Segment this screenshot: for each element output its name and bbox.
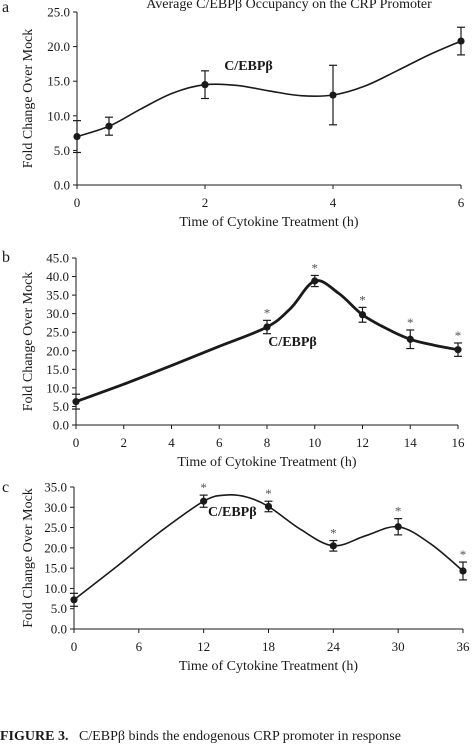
x-tick-label: 12 [356, 435, 369, 450]
data-point [329, 542, 337, 550]
significance-star: * [407, 315, 414, 330]
y-axis-title: Fold Change Over Mock [21, 29, 36, 169]
panel-letter: b [2, 249, 10, 266]
data-point [264, 502, 273, 511]
y-tick-label: 20.0 [44, 540, 67, 555]
y-tick-label: 0.0 [54, 178, 70, 193]
x-tick-label: 10 [308, 435, 321, 450]
series-label: C/EBPβ [208, 505, 257, 520]
x-axis-title: Time of Cytokine Treatment (h) [177, 455, 356, 470]
y-tick-label: 20.0 [46, 343, 69, 358]
data-point [263, 323, 271, 331]
x-tick-label: 14 [404, 435, 418, 450]
chart-title: Average C/EBPβ Occupancy on the CRP Prom… [146, 0, 432, 12]
y-tick-label: 40.0 [46, 269, 69, 284]
data-point [358, 311, 367, 319]
x-tick-label: 6 [216, 435, 223, 450]
data-point [457, 37, 465, 45]
x-tick-label: 6 [136, 639, 143, 654]
data-point [200, 497, 208, 505]
series-line [76, 40, 462, 138]
x-tick-label: 0 [71, 639, 78, 654]
y-tick-label: 25.0 [47, 5, 70, 20]
x-tick-label: 0 [74, 195, 81, 210]
y-tick-label: 10.0 [44, 581, 67, 596]
data-point [201, 81, 209, 89]
x-tick-label: 4 [330, 195, 337, 210]
y-tick-label: 35.0 [44, 480, 67, 495]
y-tick-label: 5.0 [51, 601, 67, 616]
y-axis-title: Fold Change Over Mock [21, 488, 36, 628]
x-tick-label: 2 [121, 435, 128, 450]
significance-star: * [265, 486, 272, 501]
x-tick-label: 8 [264, 435, 271, 450]
significance-star: * [264, 305, 271, 320]
significance-star: * [200, 480, 207, 495]
y-tick-label: 25.0 [46, 325, 69, 340]
panel-letter: c [2, 479, 9, 496]
significance-star: * [330, 526, 337, 541]
x-tick-label: 36 [457, 639, 471, 654]
data-point [311, 277, 319, 285]
y-tick-label: 5.0 [53, 399, 69, 414]
y-tick-label: 45.0 [46, 251, 69, 266]
y-tick-label: 0.0 [51, 622, 67, 637]
series-label: C/EBPβ [224, 59, 273, 74]
data-point [72, 398, 80, 406]
y-tick-label: 10.0 [47, 108, 70, 123]
x-tick-label: 2 [202, 195, 209, 210]
significance-star: * [455, 328, 462, 343]
x-axis-title: Time of Cytokine Treatment (h) [179, 215, 358, 230]
panel-letter: a [2, 0, 9, 16]
x-tick-label: 4 [168, 435, 175, 450]
data-point [70, 596, 78, 604]
y-tick-label: 35.0 [46, 288, 69, 303]
y-tick-label: 5.0 [54, 143, 70, 158]
y-axis-title: Fold Change Over Mock [21, 272, 36, 412]
significance-star: * [312, 260, 319, 275]
x-tick-label: 30 [392, 639, 405, 654]
significance-star: * [359, 292, 366, 307]
y-tick-label: 10.0 [46, 380, 69, 395]
x-axis-title: Time of Cytokine Treatment (h) [179, 659, 358, 674]
data-point [73, 132, 81, 141]
data-point [406, 335, 414, 343]
x-tick-label: 0 [73, 435, 80, 450]
figure-caption: FIGURE 3. C/EBPβ binds the endogenous CR… [0, 729, 474, 751]
significance-star: * [460, 547, 467, 562]
y-tick-label: 25.0 [44, 520, 67, 535]
caption-lead: FIGURE 3. [0, 729, 69, 744]
x-tick-label: 12 [197, 639, 210, 654]
y-tick-label: 30.0 [46, 306, 69, 321]
y-tick-label: 15.0 [46, 362, 69, 377]
y-tick-label: 20.0 [47, 39, 70, 54]
chart-panel-b: b 0.0 5.0 10.0 15.0 20.0 25.0 30.0 35.0 40.0 45.0 0… [2, 249, 465, 470]
significance-star: * [395, 504, 402, 519]
series-line [74, 279, 460, 403]
x-tick-label: 18 [262, 639, 275, 654]
series-label: C/EBPβ [268, 335, 317, 350]
y-tick-label: 0.0 [53, 418, 69, 433]
data-point [329, 91, 337, 99]
y-tick-label: 15.0 [44, 561, 67, 576]
x-tick-label: 16 [452, 435, 466, 450]
x-tick-label: 24 [327, 639, 341, 654]
data-point [394, 523, 402, 531]
data-point [454, 346, 462, 354]
y-tick-label: 30.0 [44, 500, 67, 515]
y-tick-label: 15.0 [47, 74, 70, 89]
x-tick-label: 6 [458, 195, 465, 210]
chart-panel-c: c 0.0 5.0 10.0 15.0 20.0 25.0 30.0 35.0 0 6 12 18 24 3… [2, 479, 470, 674]
data-point [459, 567, 467, 575]
chart-panel-a: a Average C/EBPβ Occupancy on the CRP Pro… [2, 0, 465, 230]
caption-text: C/EBPβ binds the endogenous CRP promoter… [78, 729, 401, 744]
data-point [105, 122, 113, 130]
